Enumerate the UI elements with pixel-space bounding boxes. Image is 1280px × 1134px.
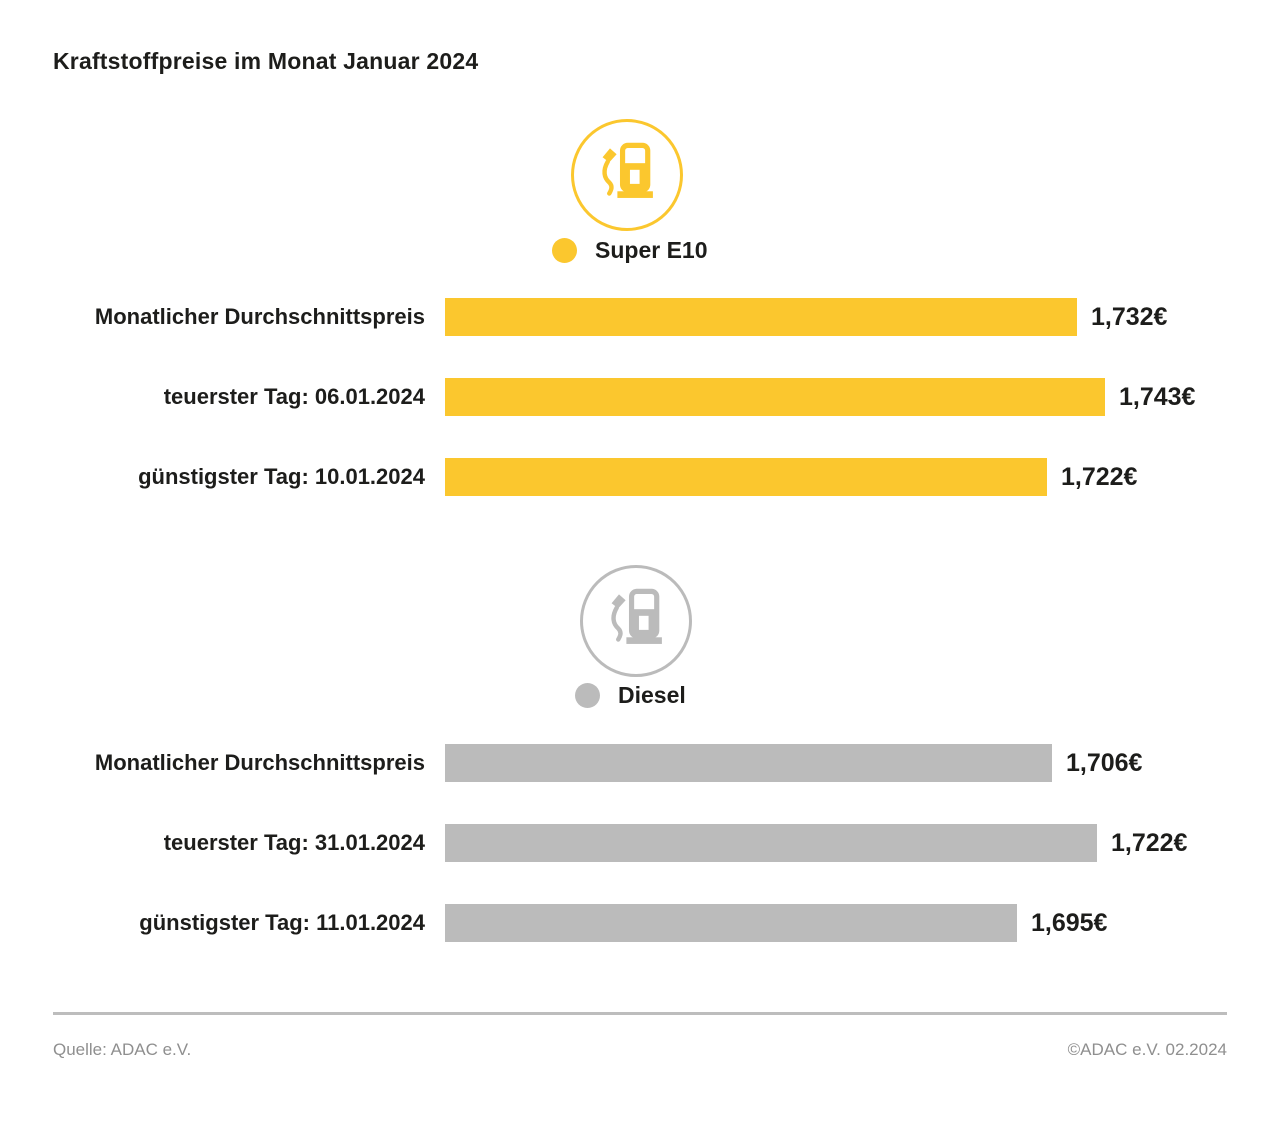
bar-row: Monatlicher Durchschnittspreis 1,706€	[40, 744, 1187, 782]
bar-value-label: 1,695€	[1031, 908, 1108, 937]
page-title: Kraftstoffpreise im Monat Januar 2024	[53, 48, 479, 74]
bar-row-label: teuerster Tag: 06.01.2024	[163, 384, 425, 409]
bar-row-label: teuerster Tag: 31.01.2024	[163, 830, 425, 855]
copyright-note: ©ADAC e.V. 02.2024	[1067, 1040, 1227, 1059]
price-bar	[445, 298, 1077, 336]
source-note: Quelle: ADAC e.V.	[53, 1040, 192, 1059]
bar-row-label: günstigster Tag: 10.01.2024	[138, 464, 425, 489]
bar-row: günstigster Tag: 11.01.2024 1,695€	[40, 904, 1187, 942]
bar-value-label: 1,706€	[1066, 748, 1143, 777]
bar-value-label: 1,722€	[1061, 462, 1138, 491]
bar-group-diesel: Monatlicher Durchschnittspreis 1,706€ teue…	[40, 744, 1187, 984]
bar-row-label: Monatlicher Durchschnittspreis	[94, 750, 425, 775]
bar-row: günstigster Tag: 10.01.2024 1,722€	[40, 458, 1195, 496]
legend-super-e10: Super E10	[552, 237, 708, 264]
legend-label: Diesel	[618, 682, 686, 708]
bar-value-label: 1,743€	[1119, 382, 1196, 411]
price-bar	[445, 458, 1047, 496]
price-bar	[445, 744, 1052, 782]
legend-label: Super E10	[595, 237, 708, 263]
bar-row-label: günstigster Tag: 11.01.2024	[139, 910, 425, 935]
price-bar	[445, 824, 1097, 862]
bar-row-label: Monatlicher Durchschnittspreis	[94, 304, 425, 329]
bar-row: Monatlicher Durchschnittspreis 1,732€	[40, 298, 1195, 336]
legend-diesel: Diesel	[575, 682, 686, 709]
bar-value-label: 1,722€	[1111, 828, 1188, 857]
legend-dot	[575, 683, 600, 708]
legend-dot	[552, 238, 577, 263]
fuel-pump-icon	[571, 119, 683, 231]
bar-value-label: 1,732€	[1091, 302, 1168, 331]
fuel-pump-icon	[580, 565, 692, 677]
price-bar	[445, 904, 1017, 942]
bar-group-super-e10: Monatlicher Durchschnittspreis 1,732€ teue…	[40, 298, 1195, 538]
footer-divider	[53, 1012, 1227, 1015]
bar-row: teuerster Tag: 31.01.2024 1,722€	[40, 824, 1187, 862]
price-bar	[445, 378, 1105, 416]
bar-row: teuerster Tag: 06.01.2024 1,743€	[40, 378, 1195, 416]
